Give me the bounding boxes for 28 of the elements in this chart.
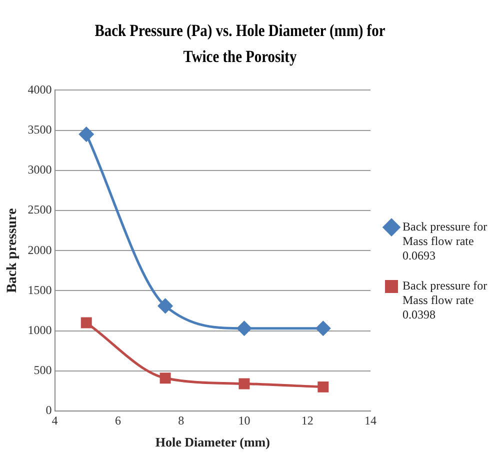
x-tick-label: 10: [238, 413, 250, 428]
y-tick-label: 2500: [28, 202, 52, 217]
point: [80, 317, 92, 328]
x-tick-label: 8: [178, 413, 184, 428]
point: [316, 321, 330, 336]
y-tick-label: 500: [34, 363, 52, 378]
y-tick-label: 3500: [28, 122, 52, 136]
legend-label: Back pressure for Mass flow rate 0.0398: [402, 278, 488, 322]
chart-title: Back Pressure (Pa) vs. Hole Diameter (mm) for Twice the Porosity: [94, 20, 386, 68]
y-tick-label: 4000: [28, 82, 52, 96]
point: [158, 298, 173, 314]
x-tick-label: 6: [114, 413, 121, 428]
legend-label: Back pressure for Mass flow rate 0.0693: [402, 219, 488, 262]
point: [79, 127, 94, 142]
y-axis-title: Back pressure: [5, 208, 20, 293]
y-tick-label: 2000: [28, 242, 52, 257]
point: [236, 321, 252, 336]
x-tick-label: 12: [301, 413, 314, 428]
x-axis-title: Hole Diameter (mm): [155, 434, 270, 450]
x-tick-label: 4: [52, 413, 58, 428]
y-tick-label: 0: [46, 403, 52, 418]
point: [160, 372, 171, 384]
y-tick-label: 1000: [28, 322, 52, 337]
point: [238, 378, 250, 390]
y-tick-label: 3000: [28, 162, 52, 177]
point: [318, 381, 329, 392]
y-tick-label: 1500: [28, 282, 52, 297]
x-tick-label: 14: [364, 413, 376, 428]
